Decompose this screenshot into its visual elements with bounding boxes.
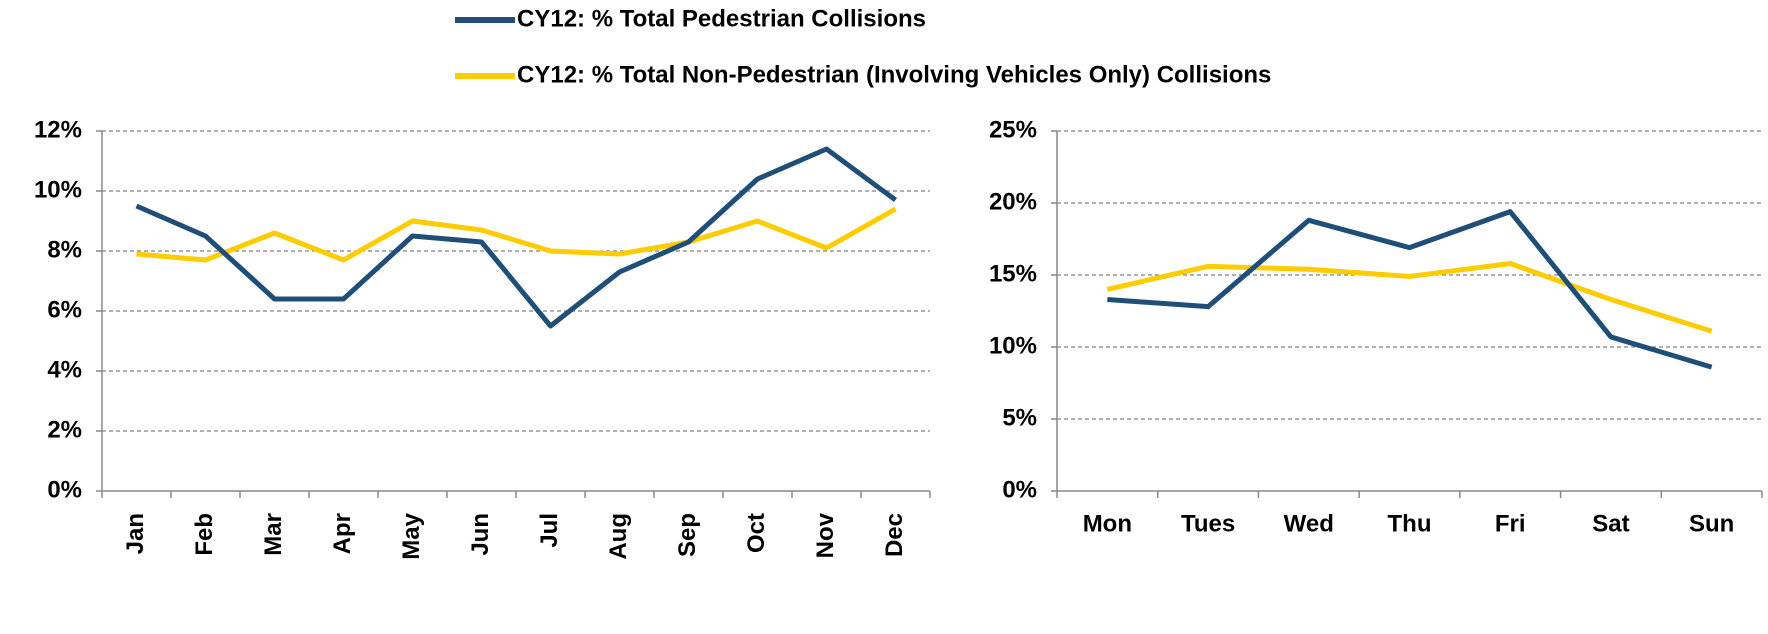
y-tick-label: 15%: [989, 260, 1037, 287]
series-line: [1107, 209, 1713, 370]
x-tick-label: Sep: [674, 513, 701, 557]
legend-label: CY12: % Total Pedestrian Collisions: [517, 5, 926, 32]
x-tick-label: Sun: [1689, 510, 1734, 537]
x-tick-label: Aug: [605, 513, 632, 560]
x-tick-label: Dec: [881, 513, 908, 557]
y-tick-label: 0%: [47, 476, 82, 503]
x-tick-label: Mar: [260, 513, 287, 556]
y-tick-label: 10%: [989, 332, 1037, 359]
y-tick-label: 5%: [1002, 404, 1037, 431]
x-tick-label: Nov: [812, 512, 839, 558]
y-tick-label: 4%: [47, 356, 82, 383]
legend-label: CY12: % Total Non-Pedestrian (Involving …: [517, 61, 1271, 88]
y-tick-label: 8%: [47, 236, 82, 263]
y-tick-label: 10%: [34, 176, 82, 203]
x-tick-label: Oct: [743, 513, 770, 553]
x-tick-label: Apr: [329, 513, 356, 554]
x-tick-label: Fri: [1495, 510, 1526, 537]
x-tick-label: Sat: [1592, 510, 1629, 537]
x-tick-label: Jul: [536, 513, 563, 548]
y-tick-label: 12%: [34, 116, 82, 143]
y-tick-label: 6%: [47, 296, 82, 323]
y-tick-label: 20%: [989, 188, 1037, 215]
x-tick-label: Jan: [122, 513, 149, 554]
series-line: [136, 206, 897, 263]
x-tick-label: Mon: [1083, 510, 1132, 537]
x-tick-label: Feb: [191, 513, 218, 556]
x-tick-label: Wed: [1284, 510, 1334, 537]
x-tick-label: May: [398, 512, 425, 559]
x-tick-label: Jun: [467, 513, 494, 556]
y-tick-label: 25%: [989, 116, 1037, 143]
y-tick-label: 2%: [47, 416, 82, 443]
series-line: [135, 146, 897, 329]
x-tick-label: Tues: [1181, 510, 1235, 537]
x-tick-label: Thu: [1388, 510, 1432, 537]
y-tick-label: 0%: [1002, 476, 1037, 503]
series-line: [1106, 260, 1713, 334]
